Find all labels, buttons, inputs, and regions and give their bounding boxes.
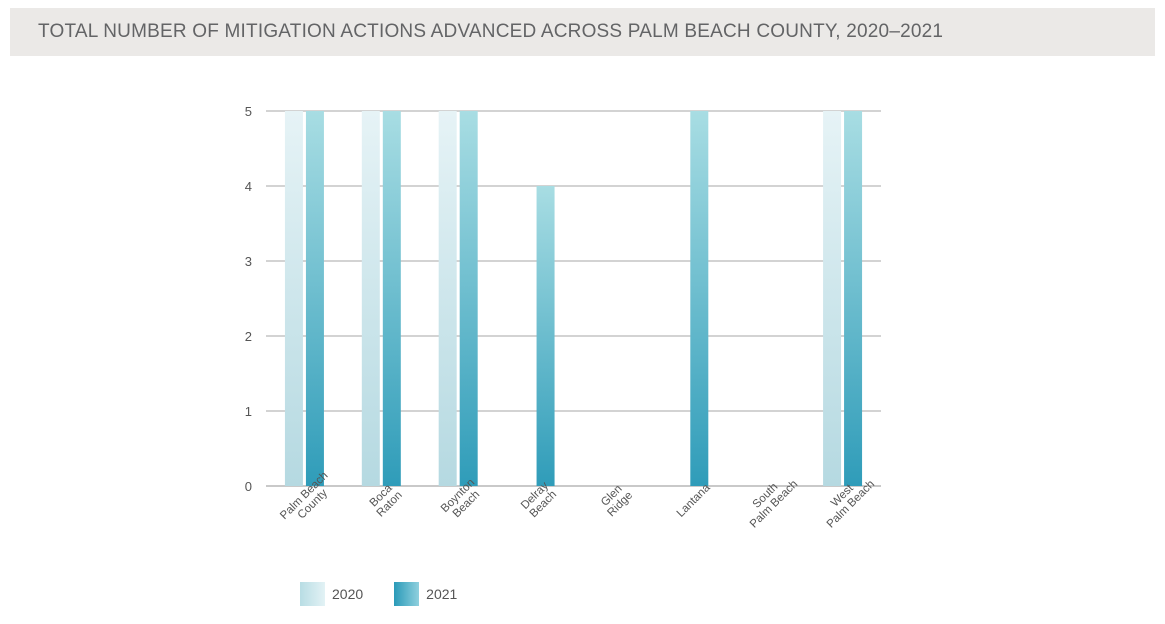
y-axis-ticks: 0 1 2 3 4 5 (245, 104, 252, 494)
bars (284, 111, 863, 486)
x-tick-label: SouthPalm Beach (739, 470, 800, 531)
bar-2021-palm-beach-county (305, 111, 324, 486)
legend-swatch-2021 (394, 582, 420, 606)
legend-label-2020: 2020 (332, 586, 364, 602)
title-bar: TOTAL NUMBER OF MITIGATION ACTIONS ADVAN… (10, 8, 1155, 56)
legend-item-2021: 2021 (394, 582, 457, 606)
y-tick-label: 5 (245, 104, 252, 119)
y-tick-label: 1 (245, 404, 252, 419)
x-tick-label: GlenRidge (597, 481, 635, 519)
bar-2021-boynton-beach (459, 111, 478, 486)
legend-item-2020: 2020 (300, 582, 363, 606)
bar-2021-west-palm-beach (844, 111, 863, 486)
legend-swatch-2020 (300, 582, 325, 606)
bar-2020-palm-beach-county (284, 111, 303, 486)
bar-2021-boca-raton (382, 111, 401, 486)
chart-title: TOTAL NUMBER OF MITIGATION ACTIONS ADVAN… (38, 21, 944, 42)
bar-2020-west-palm-beach (823, 111, 842, 486)
x-tick-label: BocaRaton (366, 481, 405, 520)
gridlines (266, 110, 881, 487)
y-tick-label: 0 (245, 479, 252, 494)
legend: 2020 2021 (300, 582, 488, 606)
bar-2021-lantana (690, 111, 709, 486)
y-tick-label: 4 (245, 179, 252, 194)
x-tick-label: Lantana (675, 481, 713, 519)
bar-2020-boca-raton (361, 111, 380, 486)
y-tick-label: 3 (245, 254, 252, 269)
legend-label-2021: 2021 (426, 586, 458, 602)
y-tick-label: 2 (245, 329, 252, 344)
bar-2021-delray-beach (536, 186, 555, 486)
bar-2020-boynton-beach (438, 111, 457, 486)
